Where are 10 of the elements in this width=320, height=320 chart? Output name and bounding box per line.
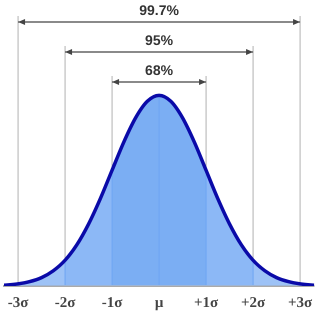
x-tick-label: -3σ <box>8 294 30 311</box>
band-label: 68% <box>145 62 174 78</box>
band-label: 95% <box>145 32 174 48</box>
x-tick-label: +3σ <box>288 294 314 311</box>
x-tick-label: -1σ <box>102 294 124 311</box>
x-tick-label: +2σ <box>240 294 266 311</box>
x-tick-label: -2σ <box>54 294 76 311</box>
band-label: 99.7% <box>139 2 180 18</box>
x-tick-label: +1σ <box>194 294 220 311</box>
x-tick-label: μ <box>154 294 164 311</box>
